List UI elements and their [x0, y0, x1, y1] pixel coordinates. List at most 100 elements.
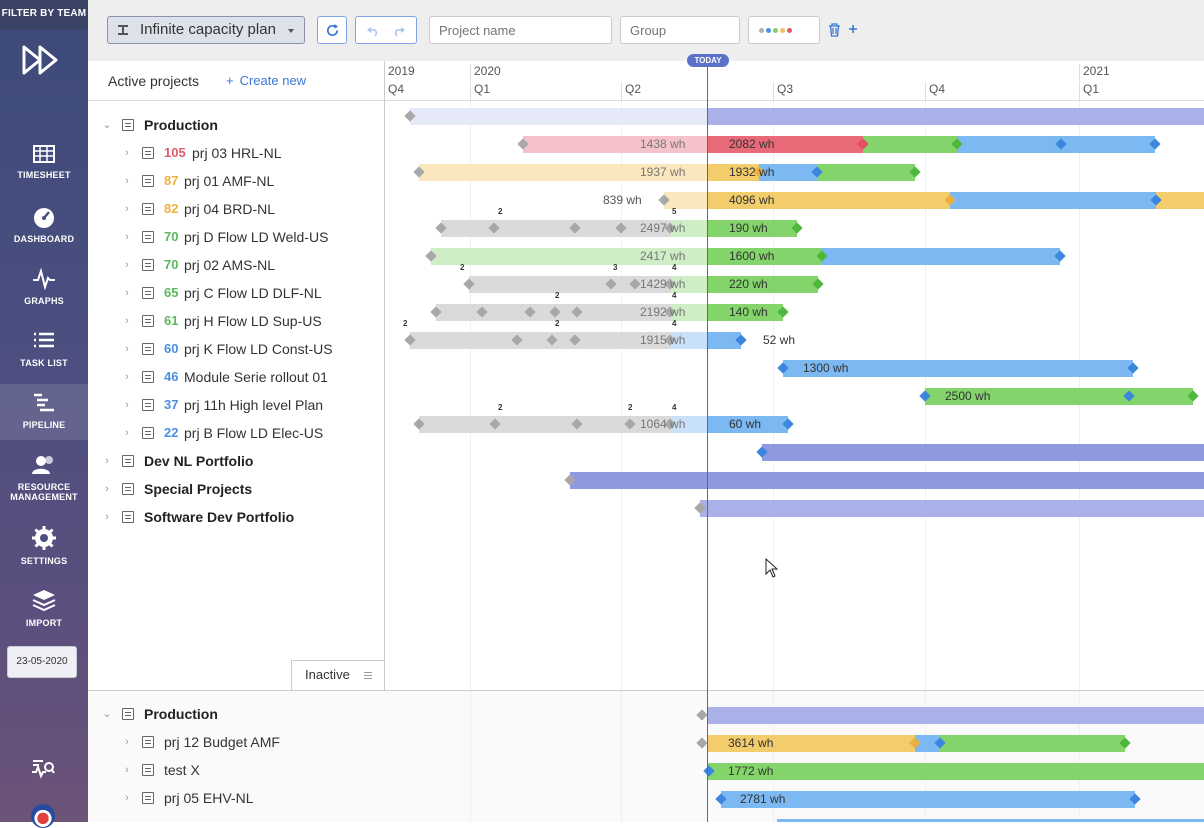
- folder-icon: [122, 511, 134, 523]
- row-name: Special Projects: [144, 481, 253, 497]
- redo-icon[interactable]: [392, 25, 406, 37]
- project-row[interactable]: › test X: [88, 756, 384, 784]
- project-row[interactable]: › 70 prj D Flow LD Weld-US: [88, 223, 384, 251]
- user-avatar[interactable]: [31, 804, 55, 828]
- chevron-right-icon[interactable]: ›: [125, 792, 129, 804]
- chevron-right-icon[interactable]: ›: [125, 175, 129, 187]
- project-icon: [142, 175, 154, 187]
- date-picker[interactable]: 23-05-2020: [7, 646, 77, 678]
- task-list-icon: [34, 332, 54, 348]
- nav-pipeline[interactable]: PIPELINE: [0, 384, 88, 440]
- activity-search-icon[interactable]: [31, 757, 55, 779]
- project-row[interactable]: › 60 prj K Flow LD Const-US: [88, 335, 384, 363]
- priority-number: 82: [164, 201, 179, 216]
- bar-hours-label: 2082 wh: [729, 137, 775, 151]
- nav-settings[interactable]: SETTINGS: [0, 526, 88, 574]
- trash-icon[interactable]: [828, 23, 841, 37]
- project-row[interactable]: › 105 prj 03 HRL-NL: [88, 139, 384, 167]
- group-row[interactable]: ⌄ Production: [88, 111, 384, 139]
- undo-icon[interactable]: [366, 25, 380, 37]
- group-row[interactable]: › Dev NL Portfolio: [88, 447, 384, 475]
- today-badge: TODAY: [687, 54, 729, 67]
- chevron-right-icon[interactable]: ›: [105, 455, 109, 467]
- project-row[interactable]: › 61 prj H Flow LD Sup-US: [88, 307, 384, 335]
- grid-line: [1079, 691, 1080, 822]
- chevron-right-icon[interactable]: ›: [105, 511, 109, 523]
- project-row[interactable]: › prj 05 EHV-NL: [88, 784, 384, 812]
- chevron-right-icon[interactable]: ›: [125, 764, 129, 776]
- milestone-diamond: [696, 709, 708, 721]
- project-row[interactable]: › 37 prj 11h High level Plan: [88, 391, 384, 419]
- group-input[interactable]: [620, 16, 740, 44]
- create-new-label: Create new: [239, 73, 307, 88]
- nav-import[interactable]: IMPORT: [0, 588, 88, 636]
- chevron-right-icon[interactable]: ›: [125, 371, 129, 383]
- project-icon: [142, 315, 154, 327]
- create-new-link[interactable]: + Create new: [226, 73, 306, 88]
- nav-resource-management-label: RESOURCE MANAGEMENT: [10, 482, 78, 502]
- quarter-label: Q1: [1079, 82, 1099, 100]
- inactive-tab[interactable]: Inactive: [291, 660, 385, 690]
- filter-by-team-button[interactable]: FILTER BY TEAM: [0, 0, 88, 30]
- milestone-count: 3: [613, 263, 618, 272]
- milestone-count: 2: [498, 207, 503, 216]
- chevron-right-icon[interactable]: ›: [125, 399, 129, 411]
- gantt-bar: [707, 416, 788, 433]
- row-name: Dev NL Portfolio: [144, 453, 254, 469]
- project-icon: [142, 792, 154, 804]
- chevron-right-icon[interactable]: ›: [125, 343, 129, 355]
- chevron-down-icon[interactable]: ⌄: [102, 119, 112, 131]
- nav-graphs[interactable]: GRAPHS: [0, 268, 88, 316]
- folder-icon: [122, 483, 134, 495]
- group-row[interactable]: ⌄ Production: [88, 700, 384, 728]
- chevron-right-icon[interactable]: ›: [125, 259, 129, 271]
- chevron-right-icon[interactable]: ›: [125, 315, 129, 327]
- bar-hours-label: 839 wh: [603, 193, 642, 207]
- project-row[interactable]: › 82 prj 04 BRD-NL: [88, 195, 384, 223]
- row-name: prj 11h High level Plan: [184, 397, 324, 413]
- row-name: test X: [164, 762, 200, 778]
- chevron-right-icon[interactable]: ›: [125, 736, 129, 748]
- project-row[interactable]: › 22 prj B Flow LD Elec-US: [88, 419, 384, 447]
- nav-resource-management[interactable]: RESOURCE MANAGEMENT: [0, 454, 88, 508]
- color-filter[interactable]: [748, 16, 820, 44]
- plan-icon: [118, 25, 128, 35]
- chevron-right-icon[interactable]: ›: [125, 287, 129, 299]
- project-row[interactable]: › 70 prj 02 AMS-NL: [88, 251, 384, 279]
- toolbar: Infinite capacity plan: [88, 0, 1204, 61]
- plan-select[interactable]: Infinite capacity plan: [107, 16, 305, 44]
- project-row[interactable]: › 87 prj 01 AMF-NL: [88, 167, 384, 195]
- project-row[interactable]: › 65 prj C Flow LD DLF-NL: [88, 279, 384, 307]
- chevron-right-icon[interactable]: ›: [125, 203, 129, 215]
- active-projects-title: Active projects: [108, 73, 200, 89]
- import-icon: [32, 590, 56, 612]
- project-name-input[interactable]: [429, 16, 612, 44]
- row-name: prj 01 AMF-NL: [184, 173, 275, 189]
- chevron-down-icon[interactable]: ⌄: [102, 708, 112, 720]
- bar-hours-label: 60 wh: [729, 417, 762, 431]
- bar-hours-label: 1932 wh: [729, 165, 775, 179]
- group-row[interactable]: › Software Dev Portfolio: [88, 503, 384, 531]
- chevron-right-icon[interactable]: ›: [105, 483, 109, 495]
- project-row[interactable]: › prj 12 Budget AMF: [88, 728, 384, 756]
- grid-line: [925, 691, 926, 822]
- gantt-chart-inactive: 3614 wh 1772 wh 2781 wh: [385, 690, 1204, 822]
- chevron-right-icon[interactable]: ›: [125, 147, 129, 159]
- year-label: 2019: [388, 64, 415, 78]
- nav-task-list[interactable]: TASK LIST: [0, 330, 88, 378]
- gantt-bar: [419, 164, 707, 181]
- nav-timesheet[interactable]: TIMESHEET: [0, 144, 88, 192]
- chevron-right-icon[interactable]: ›: [125, 427, 129, 439]
- project-row[interactable]: › 46 Module Serie rollout 01: [88, 363, 384, 391]
- gantt-bar: [1156, 192, 1204, 209]
- nav-dashboard[interactable]: DASHBOARD: [0, 206, 88, 254]
- graphs-icon: [33, 268, 55, 290]
- gantt-bar: [707, 276, 818, 293]
- chevron-right-icon[interactable]: ›: [125, 231, 129, 243]
- group-row[interactable]: › Special Projects: [88, 475, 384, 503]
- app-logo-icon[interactable]: [22, 44, 62, 76]
- project-list-panel: Active projects + Create new ⌄ Production ›…: [88, 61, 385, 690]
- project-icon: [142, 371, 154, 383]
- refresh-button[interactable]: [317, 16, 347, 44]
- plus-icon[interactable]: [848, 24, 858, 34]
